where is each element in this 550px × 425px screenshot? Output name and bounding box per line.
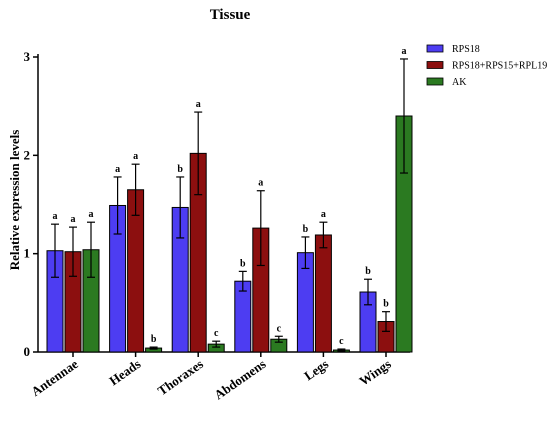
significance-letter: c bbox=[277, 323, 282, 334]
category-label: Thoraxes bbox=[155, 356, 206, 398]
category-label: Abdomens bbox=[211, 356, 268, 402]
significance-letter: a bbox=[321, 209, 326, 220]
significance-letter: a bbox=[71, 214, 76, 225]
legend-label: RPS18 bbox=[452, 44, 480, 55]
category-label: Heads bbox=[106, 356, 143, 388]
significance-letter: b bbox=[151, 334, 157, 345]
significance-letter: a bbox=[133, 151, 138, 162]
legend-swatch bbox=[426, 44, 444, 53]
significance-letter: a bbox=[196, 99, 201, 110]
significance-letter: b bbox=[303, 224, 309, 235]
legend-swatch bbox=[426, 61, 444, 69]
significance-letter: b bbox=[383, 299, 389, 310]
significance-letter: a bbox=[258, 178, 263, 189]
category-label: Wings bbox=[356, 356, 393, 388]
bar bbox=[314, 234, 332, 353]
y-tick-label: 2 bbox=[24, 147, 31, 162]
significance-letter: b bbox=[365, 266, 371, 277]
significance-letter: c bbox=[339, 336, 344, 347]
y-tick-label: 3 bbox=[24, 49, 31, 64]
significance-letter: c bbox=[214, 328, 219, 339]
category-label: Antennae bbox=[28, 356, 81, 399]
y-tick-label: 1 bbox=[24, 246, 31, 261]
legend-label: RPS18+RPS15+RPL19 bbox=[452, 61, 547, 72]
legend: RPS18 RPS18+RPS15+RPL19 AK bbox=[426, 44, 547, 88]
significance-letter: a bbox=[89, 209, 94, 220]
legend-label: AK bbox=[452, 77, 467, 88]
y-axis-label: Relative expression levels bbox=[7, 130, 22, 271]
significance-letter: a bbox=[115, 164, 120, 175]
bar bbox=[234, 280, 252, 353]
category-label: Legs bbox=[301, 356, 331, 383]
chart-title: Tissue bbox=[210, 7, 251, 23]
legend-swatch bbox=[426, 77, 444, 86]
significance-letter: a bbox=[402, 46, 407, 57]
significance-letter: b bbox=[177, 164, 183, 175]
significance-letter: b bbox=[240, 258, 246, 269]
y-tick-label: 0 bbox=[24, 344, 31, 359]
significance-letter: a bbox=[53, 211, 58, 222]
